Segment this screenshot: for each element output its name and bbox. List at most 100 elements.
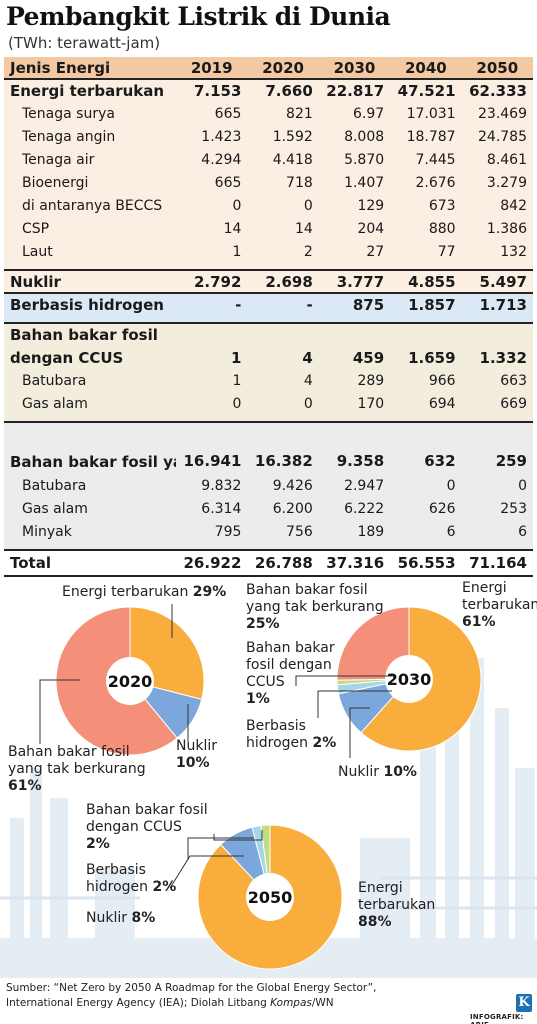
table-cell: 2.676	[390, 171, 462, 194]
pie2020-renew-label: Energi terbarukan 29%	[62, 584, 226, 600]
table-cell: 665	[176, 171, 248, 194]
table-cell: 3.777	[318, 269, 391, 293]
leader-line	[295, 675, 394, 686]
pie2030-hydrogen-label2: hidrogen 2%	[246, 735, 336, 751]
donut-hole	[246, 873, 294, 921]
table-cell: 6	[461, 520, 533, 543]
table-cell: 0	[176, 194, 248, 217]
table-cell: 1.423	[176, 125, 248, 148]
table-cell: 129	[318, 194, 391, 217]
table-cell: 2	[247, 240, 319, 263]
leader-line	[317, 690, 392, 718]
table-cell: 7.445	[390, 148, 462, 171]
pie2020-fossil-pct: 61%	[8, 778, 42, 794]
table-cell: 27	[318, 240, 391, 263]
pie-center-year: 2050	[248, 888, 293, 907]
table-row: Batubara 1 4 289 966 663	[4, 369, 533, 392]
table-cell: 71.164	[461, 549, 533, 577]
row-label: Nuklir	[4, 269, 176, 293]
table-cell: 842	[461, 194, 533, 217]
table-cell: 4.855	[390, 269, 462, 293]
table-cell: 23.469	[461, 102, 533, 125]
table-cell: 253	[461, 497, 533, 520]
table-cell: 22.817	[318, 79, 391, 102]
table-cell: 6.97	[318, 102, 391, 125]
pie-2020: 2020	[55, 606, 205, 756]
table-cell: 289	[318, 369, 391, 392]
pie2030-renew-label2: terbarukan	[462, 597, 537, 613]
table-cell: 9.426	[247, 474, 319, 497]
pie2030-ccus-label3: CCUS	[246, 674, 285, 690]
table-cell: 5.497	[461, 269, 533, 293]
pie2030-hydrogen-label: Berbasis	[246, 718, 306, 734]
table-cell: 17.031	[390, 102, 462, 125]
row-label: Minyak	[4, 520, 176, 543]
source-line-2: International Energy Agency (IEA); Diola…	[6, 997, 334, 1009]
pie2030-renew-pct: 61%	[462, 614, 496, 630]
table-cell: 16.941	[176, 421, 248, 474]
row-label: Bahan bakar fosil yang tak berkurang	[4, 421, 176, 474]
table-cell: 0	[247, 194, 319, 217]
table-cell: 26.788	[247, 549, 319, 577]
table-row-nuclear: Nuklir 2.792 2.698 3.777 4.855 5.497	[4, 269, 533, 293]
table-row-fossil-total: Bahan bakar fosil yang tak berkurang 16.…	[4, 421, 533, 474]
row-label: Batubara	[4, 369, 176, 392]
row-label: Laut	[4, 240, 176, 263]
leader-line	[213, 830, 263, 841]
leader-line	[39, 679, 80, 744]
table-row-ccus-title: Bahan bakar fosil	[4, 322, 533, 346]
table-cell: 1.857	[390, 292, 462, 316]
pie2050-ccus-label2: dengan CCUS	[86, 819, 182, 835]
pie2020-nuclear-pct: 10%	[176, 755, 210, 771]
pie2050-renew-label: Energi	[358, 880, 403, 896]
table-cell: 47.521	[390, 79, 462, 102]
pie2050-hydrogen-label2: hidrogen 2%	[86, 879, 176, 895]
table-cell: 3.279	[461, 171, 533, 194]
column-header: Jenis Energi	[4, 57, 176, 80]
table-cell: 62.333	[461, 79, 533, 102]
table-cell: 9.358	[318, 421, 391, 474]
pie2050-nuclear-label: Nuklir 8%	[86, 910, 155, 926]
row-spacer	[4, 543, 533, 550]
table-cell: 6	[390, 520, 462, 543]
table-cell: 663	[461, 369, 533, 392]
table-cell: 626	[390, 497, 462, 520]
page-subtitle: (TWh: terawatt-jam)	[8, 34, 161, 52]
column-header: 2020	[247, 57, 319, 80]
source-line-1: Sumber: “Net Zero by 2050 A Roadmap for …	[6, 982, 377, 994]
table-cell: 259	[461, 421, 533, 474]
table-cell: 821	[247, 102, 319, 125]
row-label: Batubara	[4, 474, 176, 497]
table-cell: 8.008	[318, 125, 391, 148]
table-cell: 673	[390, 194, 462, 217]
table-cell: 880	[390, 217, 462, 240]
table-cell: 665	[176, 102, 248, 125]
table-row: Tenaga air 4.294 4.418 5.870 7.445 8.461	[4, 148, 533, 171]
leader-line	[187, 837, 254, 860]
table-row: Gas alam 0 0 170 694 669	[4, 392, 533, 415]
table-cell: 2.698	[247, 269, 319, 293]
table-cell: 718	[247, 171, 319, 194]
table-cell: 694	[390, 392, 462, 415]
donut-hole	[106, 657, 154, 705]
pie-center-year: 2020	[108, 672, 153, 691]
table-cell: 459	[318, 346, 391, 369]
row-label: Gas alam	[4, 392, 176, 415]
table-row: CSP 14 14 204 880 1.386	[4, 217, 533, 240]
table-cell: 1.713	[461, 292, 533, 316]
table-cell: 18.787	[390, 125, 462, 148]
table-row: Tenaga surya 665 821 6.97 17.031 23.469	[4, 102, 533, 125]
table-cell: 170	[318, 392, 391, 415]
row-spacer	[4, 415, 533, 422]
row-label: Tenaga air	[4, 148, 176, 171]
table-row: Laut 1 2 27 77 132	[4, 240, 533, 263]
table-header-row: Jenis Energi 2019 2020 2030 2040 2050	[4, 57, 533, 80]
row-label: di antaranya BECCS	[4, 194, 176, 217]
table-cell: 2.792	[176, 269, 248, 293]
table-cell: 0	[461, 474, 533, 497]
table-cell: 0	[390, 474, 462, 497]
table-cell: 4.294	[176, 148, 248, 171]
source-note: Sumber: “Net Zero by 2050 A Roadmap for …	[6, 981, 446, 1011]
table-cell: 875	[318, 292, 391, 316]
pie-2050: 2050	[197, 824, 343, 970]
